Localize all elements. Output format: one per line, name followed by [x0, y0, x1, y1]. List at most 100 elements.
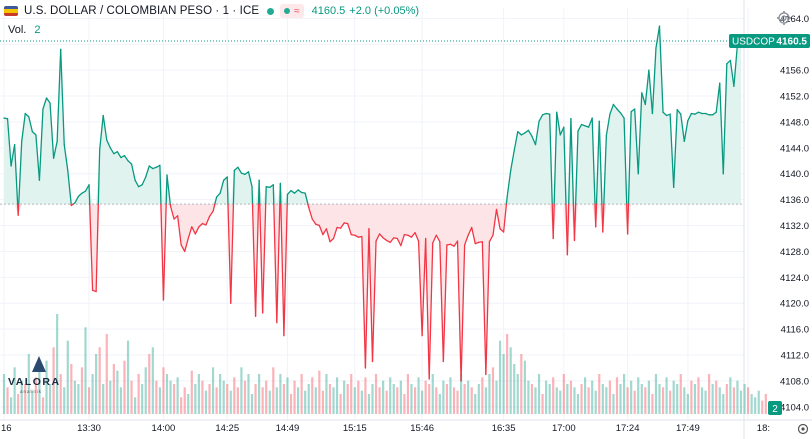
price-segment [258, 179, 261, 205]
volume-bar [158, 387, 161, 414]
volume-bar [750, 394, 753, 414]
volume-bar [622, 374, 626, 414]
volume-bar [389, 377, 392, 414]
volume-bar [534, 387, 537, 414]
volume-bar [491, 367, 495, 414]
y-tick-label: 4132.0 [780, 221, 809, 232]
volume-bar [183, 387, 186, 414]
price-segment [442, 244, 448, 363]
x-tick-label: 17:24 [616, 423, 640, 434]
volume-bar [743, 384, 746, 414]
volume-bar [626, 387, 629, 414]
volume-bar [715, 380, 718, 414]
volume-legend[interactable]: Vol. 2 [8, 24, 40, 36]
price-segment [205, 215, 211, 226]
x-tick-label: 16:35 [492, 423, 516, 434]
volume-bar [272, 367, 275, 414]
price-segment [612, 103, 618, 110]
price-segment [651, 47, 657, 115]
volume-bar [346, 384, 349, 414]
price-segment [56, 48, 62, 143]
price-segment [325, 228, 331, 243]
volume-bar [686, 394, 689, 414]
status-pill[interactable]: ≈ [280, 4, 304, 18]
volume-bar [530, 384, 534, 414]
volume-bar [630, 380, 633, 414]
x-tick-label: 14:25 [215, 423, 239, 434]
price-segment [280, 203, 285, 337]
volume-bar [321, 390, 324, 414]
price-segment [552, 203, 555, 240]
volume-bar [545, 380, 548, 414]
volume-bar [672, 380, 675, 414]
price-segment [410, 232, 416, 238]
volume-bar [421, 390, 424, 414]
price-segment [680, 113, 685, 143]
price-segment [715, 82, 721, 113]
volume-bar [474, 394, 477, 414]
price-segment [339, 222, 345, 229]
price-segment [81, 190, 87, 194]
chart-settings-icon[interactable] [797, 423, 809, 435]
volume-bar [190, 370, 193, 414]
volume-bars [2, 314, 771, 414]
price-segment [534, 120, 540, 146]
volume-bar [247, 374, 250, 414]
volume-bar [261, 387, 264, 414]
volume-bar [318, 370, 321, 414]
price-segment [623, 117, 628, 205]
volume-bar [467, 380, 470, 414]
y-tick-label: 4104.0 [780, 402, 809, 413]
volume-bar [307, 384, 310, 414]
volume-bar [739, 390, 743, 414]
volume-bar [350, 374, 353, 414]
price-segment [435, 234, 441, 243]
valora-logo: VALORA analitik [8, 356, 68, 396]
volume-bar [598, 374, 601, 414]
logo-mark-icon [32, 356, 46, 372]
volume-bar [764, 394, 767, 414]
price-segment [332, 226, 338, 240]
price-segment [602, 203, 605, 233]
price-segment [510, 149, 515, 172]
price-segment [513, 131, 519, 152]
symbol-title[interactable]: U.S. DOLLAR / COLOMBIAN PESO · 1 · ICE [24, 5, 260, 17]
volume-bar [374, 374, 378, 414]
status-dot-icon [284, 8, 291, 14]
volume-bar [286, 377, 289, 414]
volume-bar [523, 360, 526, 414]
volume-bar [180, 397, 183, 414]
price-segment [130, 163, 136, 181]
price-segment [311, 218, 317, 225]
price-segment [676, 108, 682, 115]
volume-bar [484, 387, 487, 414]
price-segment [286, 189, 292, 196]
x-tick-label: 15:15 [343, 423, 367, 434]
settings-gear-icon[interactable] [776, 10, 792, 26]
volume-bar [80, 367, 84, 414]
volume-bar [647, 380, 650, 414]
price-segment [18, 140, 23, 205]
price-line-above [3, 25, 742, 205]
price-segment [329, 237, 335, 243]
volume-bar [555, 387, 558, 414]
volume-bar [148, 354, 151, 414]
volume-bar [708, 374, 711, 414]
price-segment [407, 234, 413, 238]
price-segment [389, 237, 395, 244]
x-tick-label: 14:49 [276, 423, 300, 434]
price-segment [322, 228, 328, 236]
price-segment [116, 151, 122, 159]
price-segment [485, 241, 491, 376]
price-segment [637, 92, 643, 175]
price-segment [198, 222, 204, 228]
volume-bar [56, 314, 59, 414]
volume-bar [445, 384, 449, 414]
volume-bar [633, 390, 636, 414]
price-segment [538, 114, 544, 122]
price-segment [247, 171, 253, 188]
price-segment [148, 165, 154, 170]
price-segment [626, 203, 630, 235]
price-segment [520, 132, 526, 136]
